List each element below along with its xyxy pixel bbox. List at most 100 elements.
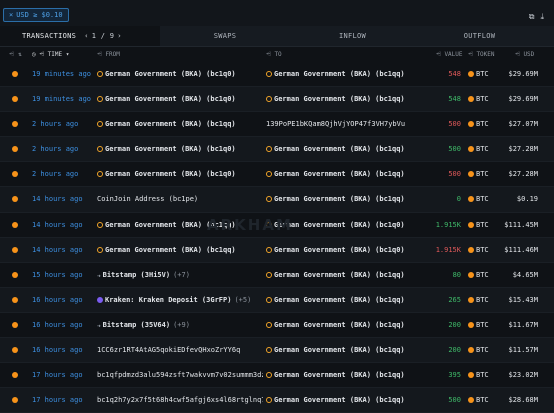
table-row[interactable]: 19 minutes ago German Government (BKA) (b… xyxy=(0,62,554,88)
table-row[interactable]: 16 hours ago 1CC6zr1RT4AtAG5qokiEDfevQHxo… xyxy=(0,338,554,364)
token-cell[interactable]: BTC xyxy=(468,271,489,280)
token-label: BTC xyxy=(476,195,489,204)
time-link[interactable]: 16 hours ago xyxy=(32,295,83,304)
table-row[interactable]: 19 minutes ago German Government (BKA) (b… xyxy=(0,87,554,113)
from-address[interactable]: ➜ Bitstamp (35V64) (+9) xyxy=(97,321,263,331)
token-cell[interactable]: BTC xyxy=(468,170,489,179)
page-indicator: 1 / 9 xyxy=(91,32,115,40)
entity-icon xyxy=(97,146,103,153)
token-cell[interactable]: BTC xyxy=(468,396,489,405)
table-row[interactable]: 17 hours ago bc1qfpdmzd3alu594zsft7wakvvm… xyxy=(0,363,554,389)
to-address[interactable]: German Government (BKA) (bc1qq) xyxy=(266,70,432,79)
token-cell[interactable]: BTC xyxy=(468,296,489,305)
to-address[interactable]: German Government (BKA) (bc1qq) xyxy=(266,145,432,154)
time-link[interactable]: 2 hours ago xyxy=(32,120,79,129)
to-address[interactable]: German Government (BKA) (bc1q0) xyxy=(266,246,432,255)
table-row[interactable]: 2 hours ago German Government (BKA) (bc1q… xyxy=(0,137,554,163)
to-column-header[interactable]: ⩤ TO xyxy=(266,51,282,59)
token-cell[interactable]: BTC xyxy=(468,346,489,355)
to-address[interactable]: German Government (BKA) (bc1qq) xyxy=(266,170,432,179)
to-address[interactable]: German Government (BKA) (bc1qq) xyxy=(266,371,432,380)
to-address[interactable]: German Government (BKA) (bc1qq) xyxy=(266,195,432,204)
token-cell[interactable]: BTC xyxy=(468,95,489,104)
table-row[interactable]: 14 hours ago German Government (BKA) (bc1… xyxy=(0,237,554,263)
time-link[interactable]: 14 hours ago xyxy=(32,245,83,254)
usd-filter-chip[interactable]: × USD ≥ $0.10 xyxy=(3,8,69,22)
time-link[interactable]: 19 minutes ago xyxy=(32,95,92,104)
sort-icon[interactable]: ⇅ xyxy=(18,51,22,58)
table-row[interactable]: 16 hours ago ➜ Bitstamp (35V64) (+9) German … xyxy=(0,313,554,339)
from-address[interactable]: German Government (BKA) (bc1q0) xyxy=(97,170,263,179)
token-cell[interactable]: BTC xyxy=(468,145,489,154)
table-row[interactable]: 17 hours ago bc1q2h7y2x7f5t68h4cwf5afgj6x… xyxy=(0,388,554,413)
copy-icon[interactable]: ⧉ xyxy=(528,12,535,21)
from-address[interactable]: ➜ Bitstamp (3Hi5V) (+7) xyxy=(97,271,263,281)
entity-icon xyxy=(266,372,272,379)
close-icon[interactable]: × xyxy=(9,11,14,19)
from-address[interactable]: German Government (BKA) (bc1qq) xyxy=(97,221,263,230)
time-link[interactable]: 14 hours ago xyxy=(32,195,83,204)
bitstamp-icon: ➜ xyxy=(97,322,101,330)
to-label: German Government (BKA) (bc1q0) xyxy=(274,220,405,229)
to-label: German Government (BKA) (bc1qq) xyxy=(274,295,405,304)
bitcoin-icon xyxy=(12,397,18,404)
table-row[interactable]: 2 hours ago German Government (BKA) (bc1q… xyxy=(0,162,554,188)
to-address[interactable]: 139PoPE1bKQam8QjhVjYOP47f3VH7ybVu xyxy=(266,120,432,129)
from-address[interactable]: German Government (BKA) (bc1qq) xyxy=(97,246,263,255)
entity-icon xyxy=(266,96,272,103)
tab-outflow[interactable]: OUTFLOW xyxy=(463,32,496,40)
from-address[interactable]: Kraken: Kraken Deposit (3GrFP) (+5) xyxy=(97,296,263,305)
from-address[interactable]: CoinJoin Address (bc1pe) xyxy=(97,195,263,204)
time-link[interactable]: 2 hours ago xyxy=(32,145,79,154)
from-column-header[interactable]: ⩤ FROM xyxy=(97,51,120,59)
time-link[interactable]: 17 hours ago xyxy=(32,396,83,405)
token-cell[interactable]: BTC xyxy=(468,120,489,129)
filter-icon: ⩤ xyxy=(436,51,441,58)
chevron-left-icon[interactable]: ‹ xyxy=(84,32,89,40)
time-column-header[interactable]: ◷ ⩤ TIME ▾ xyxy=(32,51,70,58)
token-cell[interactable]: BTC xyxy=(468,221,489,230)
token-cell[interactable]: BTC xyxy=(468,195,489,204)
to-address[interactable]: German Government (BKA) (bc1qq) xyxy=(266,271,432,280)
to-address[interactable]: German Government (BKA) (bc1qq) xyxy=(266,396,432,405)
from-address[interactable]: bc1q2h7y2x7f5t68h4cwf5afgj6xs4l68rtglnq7 xyxy=(97,396,263,405)
token-cell[interactable]: BTC xyxy=(468,371,489,380)
time-link[interactable]: 17 hours ago xyxy=(32,371,83,380)
token-cell[interactable]: BTC xyxy=(468,246,489,255)
tab-transactions[interactable]: TRANSACTIONS ‹ 1 / 9 › xyxy=(0,26,160,46)
time-link[interactable]: 19 minutes ago xyxy=(32,70,92,78)
usd-column-header[interactable]: ⩤ USD xyxy=(515,51,534,59)
token-column-header[interactable]: ⩤ TOKEN xyxy=(468,51,495,59)
tab-inflow[interactable]: INFLOW xyxy=(338,32,367,40)
chevron-right-icon[interactable]: › xyxy=(117,32,122,40)
from-address[interactable]: German Government (BKA) (bc1q0) xyxy=(97,95,263,104)
time-link[interactable]: 2 hours ago xyxy=(32,170,79,179)
table-row[interactable]: 16 hours ago Kraken: Kraken Deposit (3GrF… xyxy=(0,287,554,313)
tab-swaps[interactable]: SWAPS xyxy=(213,32,237,40)
bitcoin-icon xyxy=(468,347,474,354)
to-address[interactable]: German Government (BKA) (bc1q0) xyxy=(266,221,432,230)
time-link[interactable]: 15 hours ago xyxy=(32,270,83,279)
to-address[interactable]: German Government (BKA) (bc1qq) xyxy=(266,95,432,104)
table-row[interactable]: 15 hours ago ➜ Bitstamp (3Hi5V) (+7) German … xyxy=(0,263,554,288)
filter-icon[interactable]: ⩤ xyxy=(9,51,14,58)
from-address[interactable]: 1CC6zr1RT4AtAG5qokiEDfevQHxoZrYY6q xyxy=(97,346,263,355)
download-icon[interactable]: ⤓ xyxy=(540,12,544,21)
table-row[interactable]: 14 hours ago German Government (BKA) (bc1… xyxy=(0,213,554,238)
time-link[interactable]: 14 hours ago xyxy=(32,220,83,229)
to-address[interactable]: German Government (BKA) (bc1qq) xyxy=(266,346,432,355)
token-cell[interactable]: BTC xyxy=(468,70,489,79)
token-cell[interactable]: BTC xyxy=(468,321,489,330)
table-row[interactable]: 14 hours ago CoinJoin Address (bc1pe) Germ… xyxy=(0,187,554,213)
value-cell: 500 xyxy=(448,120,461,129)
time-link[interactable]: 16 hours ago xyxy=(32,346,83,355)
to-address[interactable]: German Government (BKA) (bc1qq) xyxy=(266,296,432,305)
from-address[interactable]: German Government (BKA) (bc1q0) xyxy=(97,70,263,79)
from-address[interactable]: bc1qfpdmzd3alu594zsft7wakvvm7v02summm3dz xyxy=(97,371,263,380)
from-address[interactable]: German Government (BKA) (bc1qq) xyxy=(97,120,263,129)
from-address[interactable]: German Government (BKA) (bc1q0) xyxy=(97,145,263,154)
time-link[interactable]: 16 hours ago xyxy=(32,320,83,329)
table-row[interactable]: 2 hours ago German Government (BKA) (bc1q… xyxy=(0,112,554,138)
to-address[interactable]: German Government (BKA) (bc1qq) xyxy=(266,321,432,330)
value-column-header[interactable]: ⩤ VALUE xyxy=(436,51,463,59)
